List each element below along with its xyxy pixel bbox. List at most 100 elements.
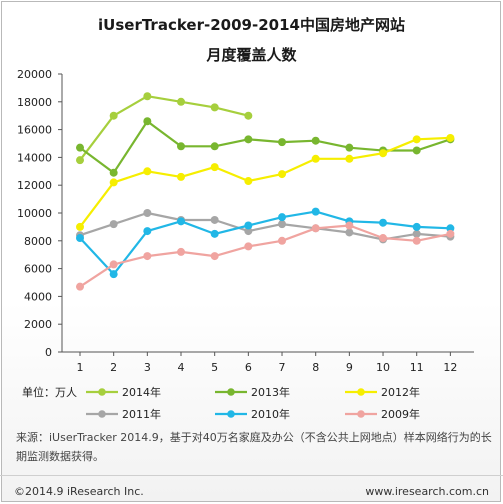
data-point — [177, 247, 186, 256]
footer-divider — [0, 475, 503, 476]
data-point — [76, 282, 84, 291]
chart-plot-area — [76, 92, 455, 291]
data-point — [109, 168, 118, 177]
data-point — [76, 234, 84, 243]
data-point — [278, 236, 287, 245]
series-line — [79, 120, 451, 174]
data-point — [446, 133, 455, 142]
legend-label: 2011年 — [122, 407, 161, 420]
y-tick-label: 14000 — [17, 151, 52, 164]
x-tick-label: 6 — [245, 361, 252, 374]
y-tick-label: 20000 — [17, 68, 52, 81]
data-point — [278, 220, 287, 229]
x-tick-label: 1 — [77, 361, 84, 374]
unit-label: 单位：万人 — [22, 385, 77, 399]
data-point — [177, 142, 186, 151]
legend-marker — [98, 388, 106, 396]
data-point — [446, 224, 455, 233]
x-tick-label: 10 — [376, 361, 390, 374]
chart-legend: 单位：万人 2014年 2013年 2012年 2011年 2010年 2009年 — [22, 385, 420, 420]
legend-label: 2009年 — [381, 407, 420, 420]
chart-title-line2: 月度覆盖人数 — [206, 46, 297, 64]
data-point — [109, 178, 118, 187]
source-note: 来源：iUserTracker 2014.9，基于对40万名家庭及办公（不含公共… — [16, 431, 492, 463]
data-point — [143, 92, 152, 101]
data-point — [210, 215, 219, 224]
legend-label: 2014年 — [122, 385, 161, 399]
legend-label: 2012年 — [381, 385, 420, 399]
data-point — [76, 143, 84, 152]
data-point — [345, 143, 354, 152]
data-point — [244, 221, 253, 230]
x-tick-label: 2 — [110, 361, 117, 374]
x-tick-label: 8 — [312, 361, 319, 374]
data-point — [143, 252, 152, 261]
y-tick-label: 4000 — [24, 290, 52, 303]
line-chart: 0 2000 4000 6000 8000 10000 12000 14000 16000 180… — [17, 68, 474, 420]
data-point — [244, 135, 253, 144]
y-tick-label: 12000 — [17, 179, 52, 192]
data-point — [379, 234, 388, 243]
data-point — [210, 229, 219, 238]
legend-marker — [98, 410, 106, 418]
data-point — [143, 117, 152, 126]
y-tick-label: 8000 — [24, 235, 52, 248]
x-tick-label: 12 — [443, 361, 457, 374]
data-point — [345, 154, 354, 163]
chart-axes: 0 2000 4000 6000 8000 10000 12000 14000 16000 180… — [17, 68, 474, 374]
data-point — [446, 229, 455, 238]
series-line — [79, 136, 451, 228]
series-line — [79, 211, 451, 241]
website-link[interactable]: www.iresearch.com.cn — [365, 485, 489, 498]
data-point — [177, 97, 186, 106]
data-point — [412, 135, 421, 144]
data-point — [76, 222, 84, 231]
x-tick-label: 11 — [410, 361, 424, 374]
x-tick-label: 7 — [279, 361, 286, 374]
y-tick-label: 6000 — [24, 263, 52, 276]
data-point — [109, 111, 118, 120]
data-point — [210, 163, 219, 172]
series-line — [79, 224, 451, 288]
data-point — [412, 236, 421, 245]
data-point — [278, 170, 287, 179]
data-point — [244, 242, 253, 251]
x-tick-label: 5 — [211, 361, 218, 374]
legend-marker — [357, 388, 365, 396]
legend-marker — [357, 410, 365, 418]
data-point — [311, 224, 320, 233]
y-tick-label: 18000 — [17, 96, 52, 109]
data-point — [311, 154, 320, 163]
y-tick-label: 0 — [45, 346, 52, 359]
data-point — [76, 156, 84, 165]
data-point — [210, 252, 219, 261]
x-tick-label: 4 — [178, 361, 185, 374]
data-point — [412, 146, 421, 155]
legend-label: 2013年 — [251, 385, 290, 399]
series-line — [79, 210, 451, 276]
data-point — [210, 142, 219, 151]
data-point — [177, 172, 186, 181]
data-point — [412, 229, 421, 238]
y-tick-label: 16000 — [17, 124, 52, 137]
y-tick-label: 10000 — [17, 207, 52, 220]
data-point — [143, 209, 152, 217]
data-point — [244, 111, 253, 120]
data-point — [412, 222, 421, 231]
x-tick-label: 9 — [346, 361, 353, 374]
data-point — [210, 103, 219, 112]
data-point — [345, 221, 354, 230]
legend-marker — [227, 410, 235, 418]
data-point — [109, 260, 118, 269]
data-point — [379, 149, 388, 158]
chart-title-line1: iUserTracker-2009-2014中国房地产网站 — [98, 16, 405, 34]
y-tick-label: 2000 — [24, 318, 52, 331]
copyright-text: ©2014.9 iResearch Inc. — [14, 485, 144, 498]
legend-marker — [227, 388, 235, 396]
data-point — [311, 207, 320, 216]
data-point — [109, 220, 118, 229]
data-point — [278, 138, 287, 147]
data-point — [278, 213, 287, 222]
legend-label: 2010年 — [251, 407, 290, 420]
